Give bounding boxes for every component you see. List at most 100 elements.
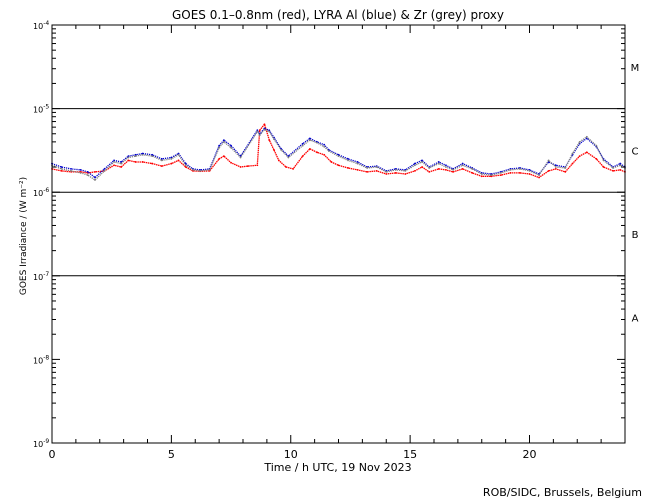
series-lyra-al-point xyxy=(273,136,275,139)
series-goes-0-1-0-8nm-point xyxy=(528,173,531,175)
series-lyra-al-point xyxy=(268,129,271,132)
series-goes-0-1-0-8nm-point xyxy=(230,161,232,164)
series-lyra-al-point xyxy=(323,143,326,146)
series-goes-0-1-0-8nm-point xyxy=(356,168,359,171)
series-lyra-al-point xyxy=(256,129,259,132)
series-lyra-zr-point xyxy=(103,169,106,172)
series-lyra-zr-point xyxy=(223,140,225,143)
series-lyra-zr-point xyxy=(337,155,340,158)
series-goes-0-1-0-8nm-point xyxy=(602,166,605,168)
series-lyra-al-point xyxy=(127,155,130,158)
x-axis-ticks: 0 5 10 15 20 xyxy=(49,25,602,461)
series-goes-0-1-0-8nm-point xyxy=(452,170,454,173)
series-goes-0-1-0-8nm-point xyxy=(285,166,287,168)
series-lyra-zr-point xyxy=(94,179,96,181)
credit-text: ROB/SIDC, Brussels, Belgium xyxy=(483,486,642,499)
series-lyra-al-point xyxy=(445,164,447,167)
y-tick-label: 10-9 xyxy=(33,438,49,449)
series-goes-0-1-0-8nm-point xyxy=(127,159,130,162)
series-goes-0-1-0-8nm-point xyxy=(239,166,242,168)
series-lyra-al-point xyxy=(554,164,557,167)
y-axis-label: GOES Irradiance / (W m⁻²) xyxy=(19,177,29,295)
series-lyra-zr-point xyxy=(490,174,493,177)
series-goes-0-1-0-8nm-point xyxy=(184,166,187,168)
series-lyra-al-point xyxy=(141,152,144,155)
series-lyra-zr-point xyxy=(308,139,311,141)
series-goes-0-1-0-8nm-point xyxy=(258,129,261,132)
series-lyra-zr-point xyxy=(70,169,72,172)
series-lyra-al-point xyxy=(585,137,588,140)
series-lyra-zr-point xyxy=(170,158,173,160)
series-goes-0-1-0-8nm-point xyxy=(519,172,521,174)
series-goes-0-1-0-8nm-point xyxy=(461,167,464,170)
series-lyra-zr-point xyxy=(595,144,598,147)
series-goes-0-1-0-8nm-point xyxy=(223,155,225,158)
series-goes-0-1-0-8nm-point xyxy=(273,149,275,151)
series-goes-0-1-0-8nm-point xyxy=(585,151,588,154)
series-lyra-zr-point xyxy=(554,166,557,168)
series-lyra-zr-point xyxy=(134,155,137,158)
series-goes-0-1-0-8nm-point xyxy=(445,168,447,171)
series-goes-0-1-0-8nm-point xyxy=(347,167,349,169)
series-goes-0-1-0-8nm-point xyxy=(134,161,137,163)
series-goes-0-1-0-8nm-point xyxy=(394,172,397,174)
series-lyra-zr-point xyxy=(471,167,474,170)
series-lyra-al-point xyxy=(94,176,96,179)
series-goes-0-1-0-8nm-point xyxy=(323,153,326,156)
series-goes-0-1-0-8nm-point xyxy=(277,159,280,162)
series-lyra-zr-point xyxy=(602,159,605,162)
series-goes-0-1-0-8nm-point xyxy=(571,162,574,165)
series-lyra-zr-point xyxy=(86,174,89,177)
series-goes-0-1-0-8nm-point xyxy=(263,123,266,126)
series-lyra-zr-point xyxy=(301,144,304,147)
series-lyra-al-point xyxy=(414,162,416,165)
series-lyra-al-point xyxy=(301,142,304,145)
series-lyra-zr-point xyxy=(141,153,144,156)
series-goes-0-1-0-8nm-point xyxy=(177,159,180,162)
series-lyra-zr-point xyxy=(127,156,130,159)
series-lyra-al-point xyxy=(258,132,261,135)
series-lyra-zr-point xyxy=(268,130,271,133)
series-lyra-zr-point xyxy=(347,159,349,162)
series-lyra-zr-point xyxy=(538,174,540,177)
series-goes-0-1-0-8nm-point xyxy=(538,176,540,179)
series-lyra-al-point xyxy=(218,144,221,147)
series-goes-0-1-0-8nm-point xyxy=(554,167,557,170)
series-lyra-zr-point xyxy=(385,170,388,173)
x-axis-label: Time / h UTC, 19 Nov 2023 xyxy=(263,461,411,474)
y-tick-label: 10-5 xyxy=(33,104,49,115)
series-lyra-al-point xyxy=(151,153,154,156)
series-lyra-zr-point xyxy=(445,166,447,168)
y-axis-ticks: 10-9 10-8 10-7 10-6 10-5 10-4 xyxy=(33,20,625,449)
x-tick-label: 20 xyxy=(523,448,537,461)
series-lyra-al-point xyxy=(619,162,622,165)
y-tick-label: 10-7 xyxy=(33,271,49,282)
series-lyra-zr-point xyxy=(113,161,115,163)
flare-class-labels: A B C M xyxy=(631,63,640,325)
series-lyra-zr-point xyxy=(547,159,550,162)
series-lyra-zr-point xyxy=(208,168,211,171)
series-lyra-al-point xyxy=(347,158,349,160)
series-goes-0-1-0-8nm-point xyxy=(375,169,378,172)
series-lyra-zr-point xyxy=(585,135,588,138)
series-goes-0-1-0-8nm-point xyxy=(113,164,115,167)
y-tick-label: 10-6 xyxy=(33,187,49,198)
series-lyra-zr-point xyxy=(151,155,154,158)
series-goes-0-1-0-8nm-point xyxy=(316,151,318,154)
series-goes-0-1-0-8nm-point xyxy=(141,161,144,163)
series-lyra-zr-point xyxy=(323,145,326,148)
series-lyra-zr-point xyxy=(256,130,259,133)
series-goes-0-1-0-8nm-point xyxy=(337,164,340,167)
flare-class-label: A xyxy=(632,314,639,325)
series-goes-0-1-0-8nm-point xyxy=(421,166,423,168)
series-lyra-al-point xyxy=(184,162,187,165)
series-goes-0-1-0-8nm-point xyxy=(268,139,271,141)
chart-title: GOES 0.1–0.8nm (red), LYRA Al (blue) & Z… xyxy=(172,8,504,22)
series-goes-0-1-0-8nm-point xyxy=(151,162,154,165)
series-goes-0-1-0-8nm-point xyxy=(471,172,474,174)
series-goes-0-1-0-8nm-point xyxy=(60,169,63,172)
series-lyra-zr-point xyxy=(191,168,194,171)
series-lyra-zr-point xyxy=(328,150,330,153)
series-lyra-al-point xyxy=(177,152,180,155)
series-goes-0-1-0-8nm-point xyxy=(218,158,221,160)
